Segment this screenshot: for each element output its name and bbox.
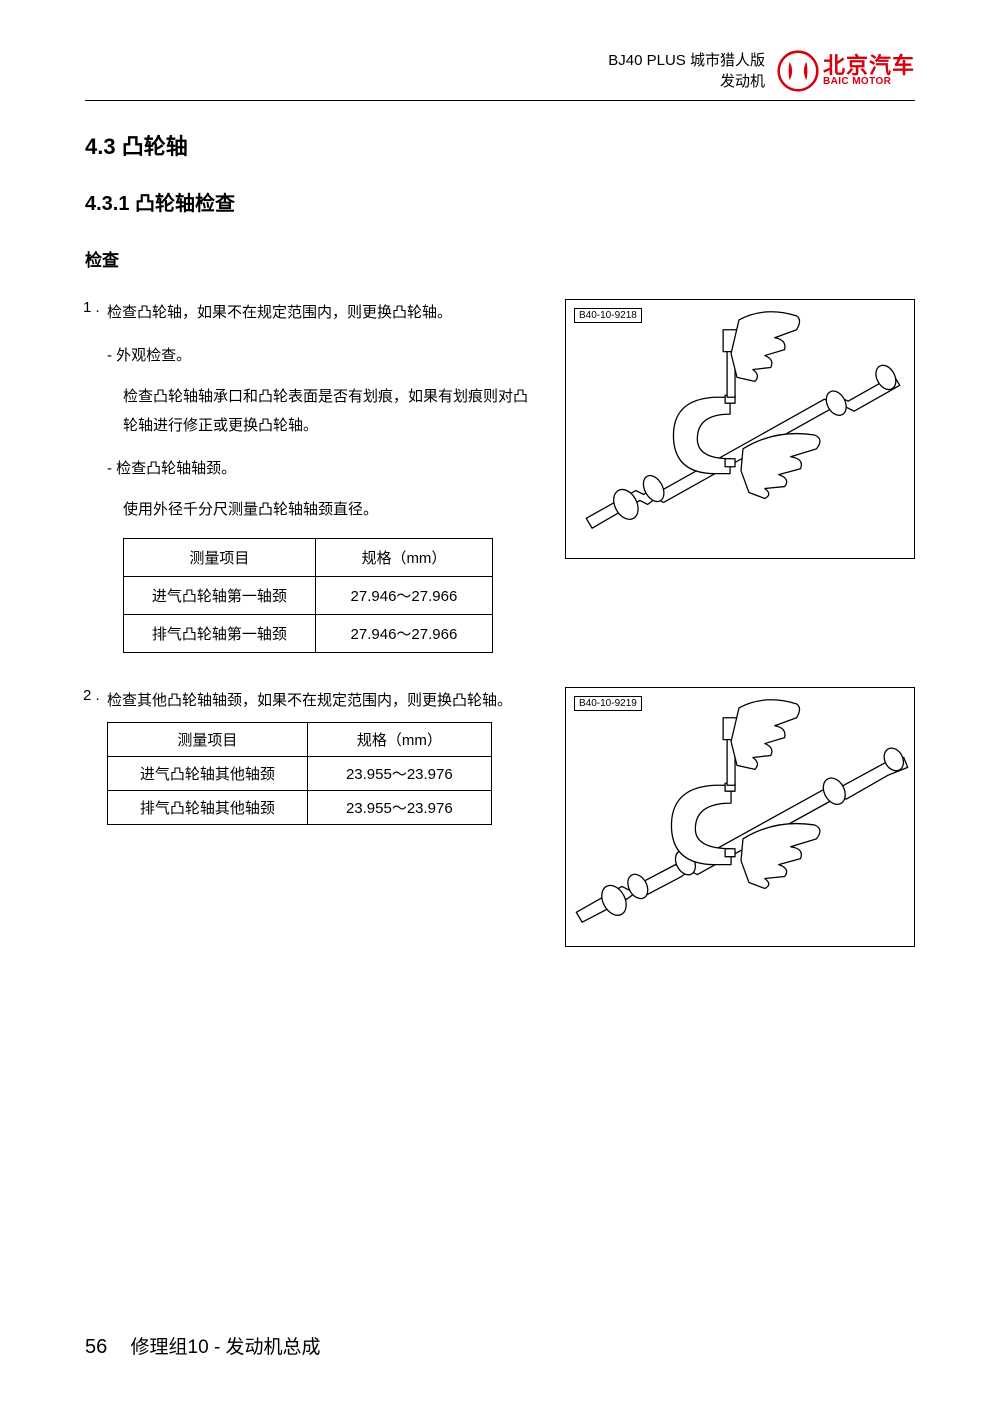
- step-2-figure-column: B40-10-9219: [565, 687, 915, 947]
- table-row: 排气凸轮轴第一轴颈 27.946～27.966: [124, 615, 493, 653]
- baic-logo-icon: [777, 50, 819, 92]
- step-2-number: 2 .: [83, 687, 100, 704]
- table-cell: 进气凸轮轴第一轴颈: [124, 577, 316, 615]
- table-cell: 27.946～27.966: [315, 615, 492, 653]
- camshaft-micrometer-icon: [566, 688, 914, 946]
- header-text-block: BJ40 PLUS 城市猎人版 发动机: [608, 50, 765, 92]
- table-header-cell: 测量项目: [108, 722, 308, 756]
- table-row: 测量项目 规格（mm）: [108, 722, 492, 756]
- page: BJ40 PLUS 城市猎人版 发动机 北京汽车 BAIC MOTOR 4.3 …: [0, 0, 1000, 1414]
- step-2-spec-table: 测量项目 规格（mm） 进气凸轮轴其他轴颈 23.955～23.976 排气凸轮…: [107, 722, 492, 825]
- page-header: BJ40 PLUS 城市猎人版 发动机 北京汽车 BAIC MOTOR: [85, 50, 915, 101]
- table-cell: 27.946～27.966: [315, 577, 492, 615]
- table-cell: 23.955～23.976: [307, 756, 491, 790]
- section-heading-4-3-1: 4.3.1 凸轮轴检查: [85, 187, 915, 216]
- logo-chinese: 北京汽车: [823, 55, 915, 77]
- step-1-text-column: 1 . 检查凸轮轴，如果不在规定范围内，则更换凸轮轴。 外观检查。 检查凸轮轴轴…: [85, 299, 535, 653]
- figure-b40-10-9218: B40-10-9218: [565, 299, 915, 559]
- footer-text: 修理组10 - 发动机总成: [131, 1337, 321, 1358]
- step-2-text: 检查其他凸轮轴轴颈，如果不在规定范围内，则更换凸轮轴。: [107, 687, 535, 716]
- header-line2: 发动机: [608, 71, 765, 92]
- step-1-subtext-1: 检查凸轮轴轴承口和凸轮表面是否有划痕，如果有划痕则对凸轮轴进行修正或更换凸轮轴。: [123, 382, 535, 441]
- table-cell: 排气凸轮轴第一轴颈: [124, 615, 316, 653]
- step-1-number: 1 .: [83, 299, 100, 316]
- table-header-cell: 规格（mm）: [307, 722, 491, 756]
- step-1-spec-table: 测量项目 规格（mm） 进气凸轮轴第一轴颈 27.946～27.966 排气凸轮…: [123, 538, 493, 653]
- logo-english: BAIC MOTOR: [823, 77, 915, 87]
- table-header-cell: 规格（mm）: [315, 539, 492, 577]
- table-cell: 进气凸轮轴其他轴颈: [108, 756, 308, 790]
- page-number: 56: [85, 1336, 107, 1358]
- table-cell: 23.955～23.976: [307, 790, 491, 824]
- step-2-row: 2 . 检查其他凸轮轴轴颈，如果不在规定范围内，则更换凸轮轴。 测量项目 规格（…: [85, 687, 915, 947]
- camshaft-micrometer-icon: [566, 300, 914, 558]
- figure-label: B40-10-9218: [574, 308, 642, 323]
- figure-b40-10-9219: B40-10-9219: [565, 687, 915, 947]
- step-1-subtext-2: 使用外径千分尺测量凸轮轴轴颈直径。: [123, 495, 535, 524]
- step-1-figure-column: B40-10-9218: [565, 299, 915, 559]
- table-row: 进气凸轮轴其他轴颈 23.955～23.976: [108, 756, 492, 790]
- section-heading-4-3: 4.3 凸轮轴: [85, 129, 915, 161]
- check-heading: 检查: [85, 246, 915, 271]
- baic-logo-text: 北京汽车 BAIC MOTOR: [823, 55, 915, 87]
- table-row: 排气凸轮轴其他轴颈 23.955～23.976: [108, 790, 492, 824]
- header-line1: BJ40 PLUS 城市猎人版: [608, 50, 765, 71]
- step-2-text-column: 2 . 检查其他凸轮轴轴颈，如果不在规定范围内，则更换凸轮轴。 测量项目 规格（…: [85, 687, 535, 825]
- figure-label: B40-10-9219: [574, 696, 642, 711]
- baic-logo: 北京汽车 BAIC MOTOR: [777, 50, 915, 92]
- table-cell: 排气凸轮轴其他轴颈: [108, 790, 308, 824]
- step-1-row: 1 . 检查凸轮轴，如果不在规定范围内，则更换凸轮轴。 外观检查。 检查凸轮轴轴…: [85, 299, 915, 653]
- step-1-bullet-2: 检查凸轮轴轴颈。: [107, 455, 535, 484]
- step-1-text: 检查凸轮轴，如果不在规定范围内，则更换凸轮轴。: [107, 299, 535, 328]
- table-row: 测量项目 规格（mm）: [124, 539, 493, 577]
- table-header-cell: 测量项目: [124, 539, 316, 577]
- page-footer: 56 修理组10 - 发动机总成: [85, 1332, 321, 1359]
- step-1-bullet-1: 外观检查。: [107, 342, 535, 371]
- table-row: 进气凸轮轴第一轴颈 27.946～27.966: [124, 577, 493, 615]
